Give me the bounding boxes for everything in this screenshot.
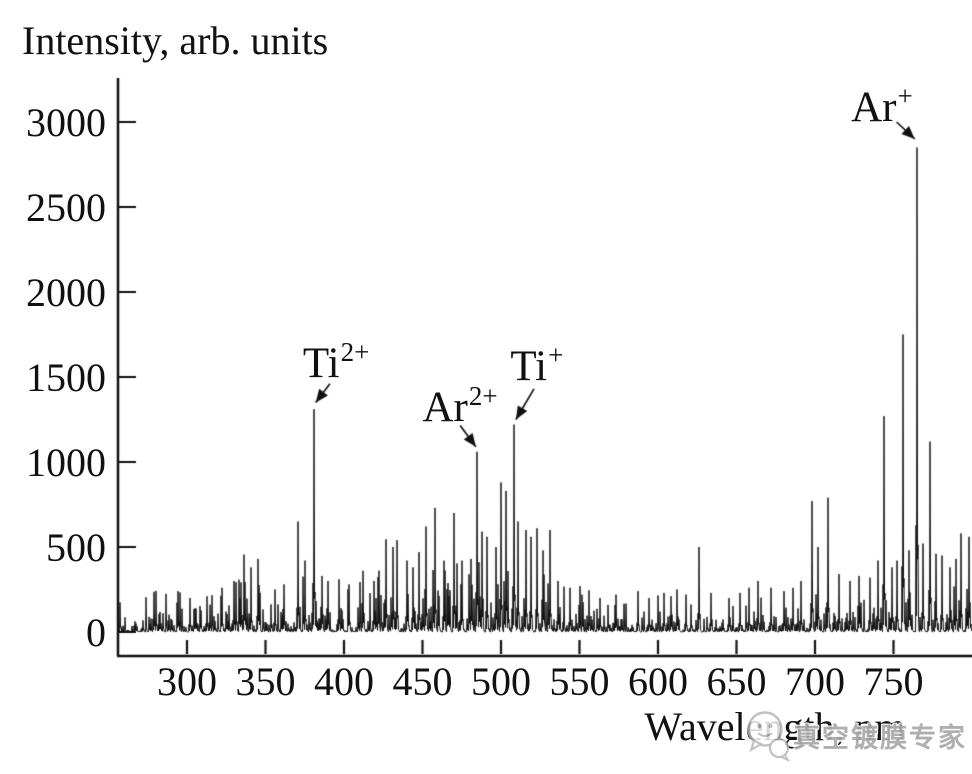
peak-label-ar2plus: Ar2+ (422, 380, 498, 431)
y-tick-label: 0 (86, 610, 106, 655)
x-tick-label: 750 (863, 659, 924, 704)
x-tick-label: 550 (549, 659, 610, 704)
x-tick-label: 600 (628, 659, 688, 704)
x-tick-label: 300 (157, 659, 217, 704)
x-tick-label: 350 (235, 659, 296, 704)
watermark-text: 真空镀膜专家 (793, 722, 967, 753)
x-tick-label: 450 (392, 659, 453, 704)
x-tick-label: 400 (314, 659, 374, 704)
y-tick-label: 3000 (26, 100, 106, 145)
x-tick-label: 700 (785, 659, 845, 704)
y-tick-label: 1500 (26, 355, 106, 400)
y-tick-label: 1000 (26, 440, 106, 485)
watermark: 真空镀膜专家 (742, 708, 967, 762)
x-tick-label: 500 (471, 659, 531, 704)
y-tick-label: 500 (46, 525, 106, 570)
y-tick-label: 2500 (26, 185, 106, 230)
peak-label-ti2plus: Ti2+ (302, 337, 370, 388)
wechat-chat-bubble-icon (747, 711, 791, 762)
x-tick-label: 650 (706, 659, 767, 704)
peak-label-arplus: Ar+ (851, 81, 913, 132)
peak-label-tiplus: Ti+ (510, 339, 564, 390)
y-tick-label: 2000 (26, 270, 106, 315)
y-axis-title: Intensity, arb. units (22, 18, 329, 63)
